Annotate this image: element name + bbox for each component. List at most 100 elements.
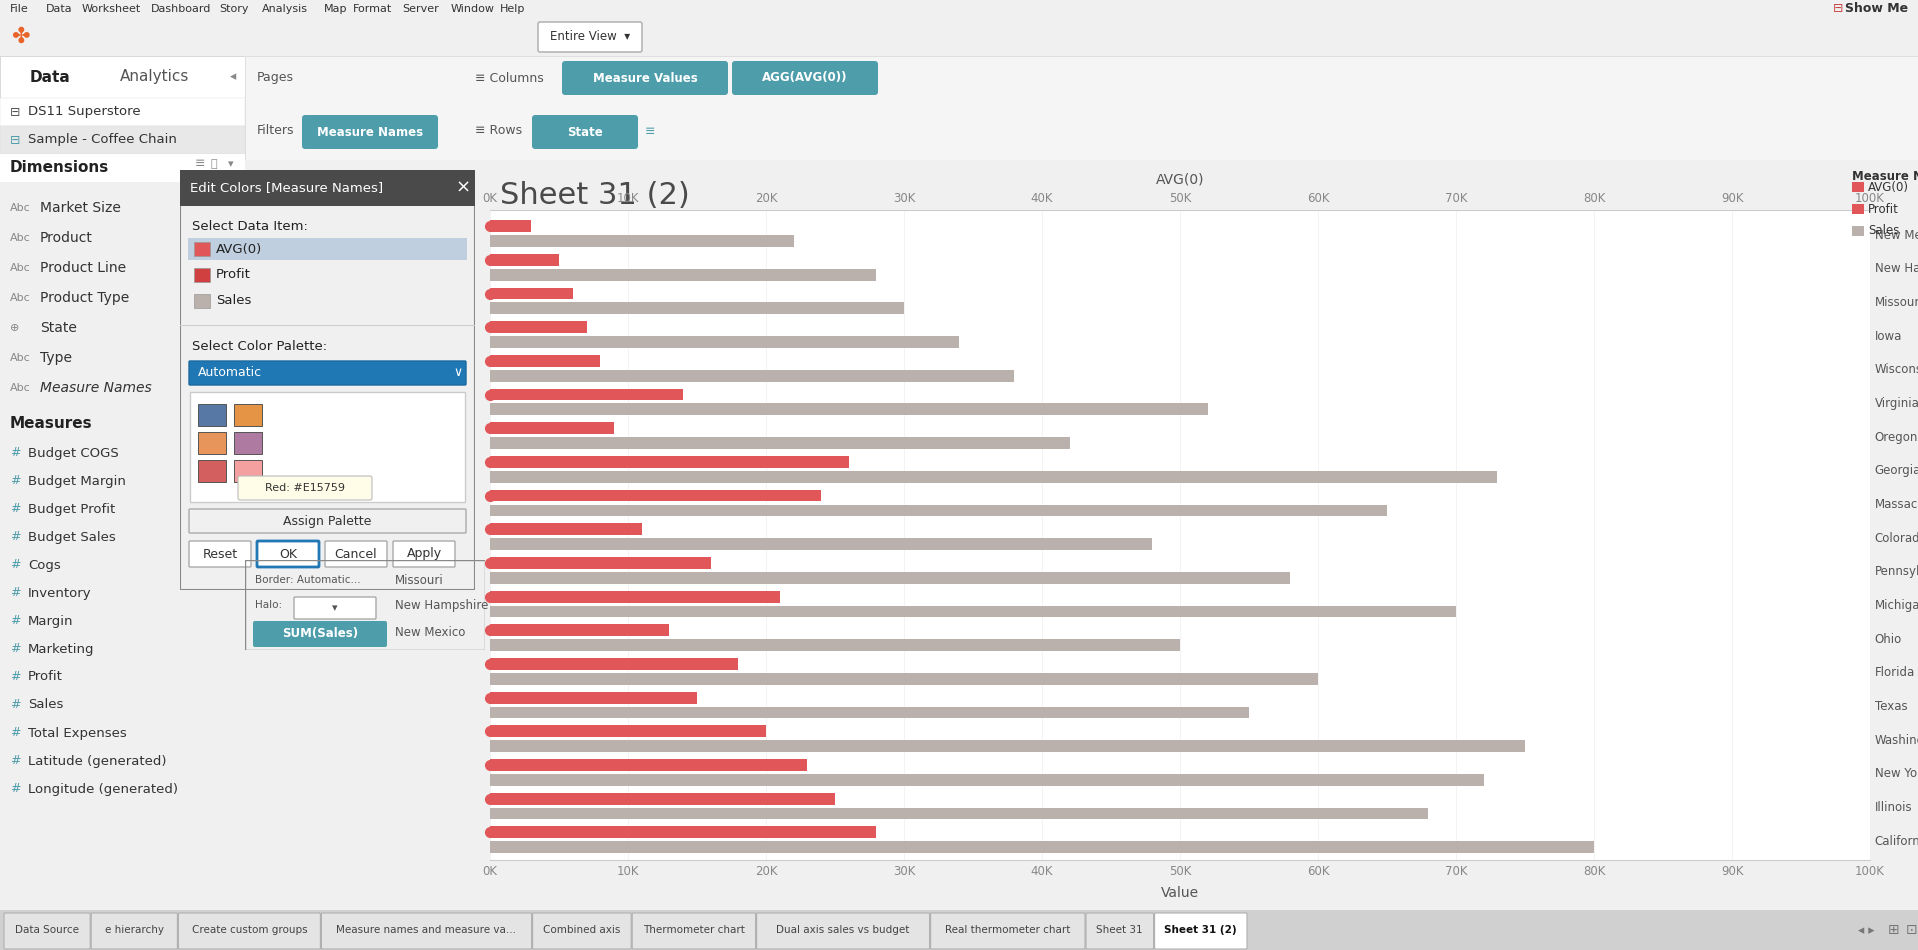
Text: Measure Names: Measure Names	[1853, 170, 1918, 183]
Text: Marketing: Marketing	[29, 642, 94, 656]
FancyBboxPatch shape	[756, 913, 930, 949]
Text: Data Source: Data Source	[15, 925, 79, 935]
Text: e hierarchy: e hierarchy	[105, 925, 163, 935]
FancyBboxPatch shape	[190, 541, 251, 567]
FancyBboxPatch shape	[178, 913, 320, 949]
Bar	[489, 489, 821, 502]
Text: Halo:: Halo:	[255, 600, 282, 610]
Bar	[0, 56, 246, 98]
Bar	[489, 220, 531, 232]
Bar	[1853, 204, 1864, 214]
Text: Missouri: Missouri	[395, 574, 443, 586]
Bar	[489, 437, 1070, 449]
Text: Measures: Measures	[10, 415, 92, 430]
Text: Sheet 31 (2): Sheet 31 (2)	[501, 180, 690, 210]
Bar	[188, 238, 466, 260]
Text: #: #	[10, 642, 21, 656]
Text: #: #	[10, 783, 21, 795]
Text: Thermometer chart: Thermometer chart	[643, 925, 744, 935]
Text: Product: Product	[40, 231, 92, 245]
Text: ⊞: ⊞	[1887, 923, 1899, 937]
Text: Sales: Sales	[217, 294, 251, 308]
Bar	[489, 302, 903, 314]
Text: Inventory: Inventory	[29, 586, 92, 599]
Text: Select Data Item:: Select Data Item:	[192, 220, 309, 233]
FancyBboxPatch shape	[257, 541, 318, 567]
FancyBboxPatch shape	[539, 22, 643, 52]
Text: Window: Window	[451, 4, 495, 14]
Bar	[489, 572, 1291, 583]
Text: 🔍: 🔍	[209, 159, 217, 169]
Text: ▾: ▾	[228, 159, 234, 169]
Text: Sales: Sales	[29, 698, 63, 712]
Text: Server: Server	[403, 4, 439, 14]
Text: ≡ Columns: ≡ Columns	[476, 71, 543, 85]
Text: Budget Sales: Budget Sales	[29, 530, 115, 543]
Text: #: #	[10, 727, 21, 739]
Text: Type: Type	[40, 351, 73, 365]
FancyBboxPatch shape	[1155, 913, 1247, 949]
X-axis label: AVG(0): AVG(0)	[1157, 173, 1205, 187]
FancyBboxPatch shape	[393, 541, 455, 567]
Text: Cancel: Cancel	[334, 547, 378, 560]
Text: Map: Map	[324, 4, 347, 14]
Text: Reset: Reset	[203, 547, 238, 560]
Bar	[198, 432, 226, 454]
Bar	[489, 288, 573, 299]
Text: Real thermometer chart: Real thermometer chart	[946, 925, 1070, 935]
FancyBboxPatch shape	[190, 509, 466, 533]
Bar	[198, 404, 226, 426]
Bar	[180, 170, 476, 206]
Bar	[489, 321, 587, 333]
Text: Margin: Margin	[29, 615, 73, 628]
Text: Help: Help	[501, 4, 526, 14]
Bar	[489, 726, 765, 737]
Text: ▾: ▾	[332, 603, 338, 613]
Text: #: #	[10, 474, 21, 487]
Text: #: #	[10, 446, 21, 460]
Bar	[1853, 182, 1864, 192]
Bar	[489, 404, 1208, 415]
Bar	[489, 639, 1180, 651]
Text: Measure Values: Measure Values	[593, 71, 698, 85]
Bar	[489, 504, 1387, 516]
FancyBboxPatch shape	[531, 115, 639, 149]
Text: OK: OK	[278, 547, 297, 560]
Bar	[1853, 226, 1864, 236]
Text: Budget Margin: Budget Margin	[29, 474, 127, 487]
Text: Sheet 31 (2): Sheet 31 (2)	[1164, 925, 1237, 935]
Text: Measure Names: Measure Names	[316, 125, 424, 139]
Text: Automatic: Automatic	[198, 367, 263, 379]
Text: Dashboard: Dashboard	[150, 4, 211, 14]
Text: Latitude (generated): Latitude (generated)	[29, 754, 167, 768]
Text: Apply: Apply	[407, 547, 441, 560]
Text: SUM(Sales): SUM(Sales)	[282, 628, 359, 640]
Bar	[188, 290, 466, 312]
Text: File: File	[10, 4, 29, 14]
Text: Sheet 31: Sheet 31	[1097, 925, 1143, 935]
Text: Profit: Profit	[1868, 202, 1899, 216]
Bar	[489, 471, 1498, 483]
FancyBboxPatch shape	[253, 621, 387, 647]
FancyBboxPatch shape	[190, 361, 466, 385]
FancyBboxPatch shape	[92, 913, 176, 949]
Bar	[234, 432, 263, 454]
Text: State: State	[40, 321, 77, 335]
Bar	[0, 126, 246, 154]
Text: Dimensions: Dimensions	[10, 161, 109, 176]
Text: Red: #E15759: Red: #E15759	[265, 483, 345, 493]
Bar	[489, 370, 1015, 382]
Text: Budget Profit: Budget Profit	[29, 503, 115, 516]
Text: Edit Colors [Measure Names]: Edit Colors [Measure Names]	[190, 181, 384, 195]
FancyBboxPatch shape	[533, 913, 631, 949]
Text: #: #	[10, 559, 21, 572]
FancyBboxPatch shape	[322, 913, 531, 949]
Bar	[489, 355, 600, 367]
FancyBboxPatch shape	[1086, 913, 1153, 949]
Bar	[198, 460, 226, 482]
Bar	[489, 793, 834, 805]
Text: Market Size: Market Size	[40, 201, 121, 215]
Text: Assign Palette: Assign Palette	[284, 515, 372, 527]
Text: ^: ^	[232, 201, 244, 215]
FancyBboxPatch shape	[633, 913, 756, 949]
